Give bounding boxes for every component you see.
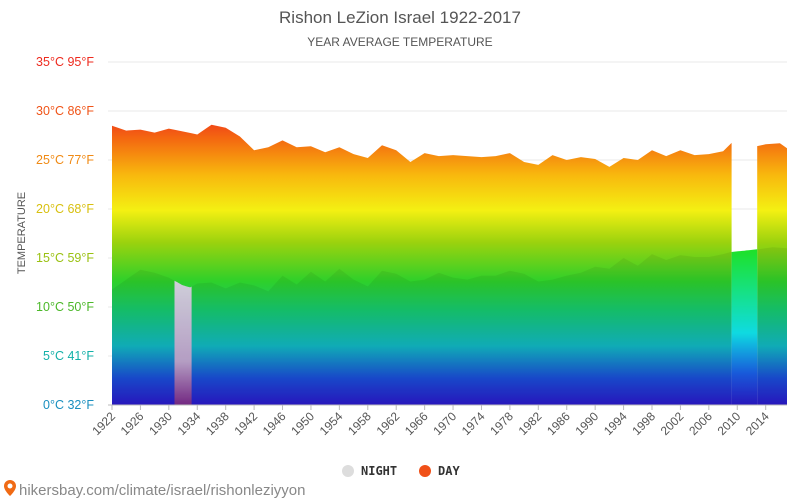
- gap-fill: [731, 249, 758, 405]
- x-tick-label: 1994: [601, 409, 630, 438]
- x-tick-label: 1926: [118, 409, 147, 438]
- legend-day-swatch: [419, 465, 431, 477]
- x-tick-label: 1938: [203, 409, 232, 438]
- y-tick-label: 15°C 59°F: [36, 251, 94, 265]
- y-tick-label: 5°C 41°F: [43, 349, 94, 363]
- y-tick-label: 30°C 86°F: [36, 104, 94, 118]
- legend-item-day[interactable]: DAY: [419, 464, 460, 478]
- x-tick-label: 1962: [374, 409, 403, 438]
- location-pin-icon: [4, 480, 16, 496]
- x-tick-label: 2002: [658, 409, 687, 438]
- y-tick-label: 10°C 50°F: [36, 300, 94, 314]
- x-tick-label: 1974: [459, 409, 488, 438]
- x-tick-label: 1982: [516, 409, 545, 438]
- x-tick-label: 2014: [743, 409, 772, 438]
- chart-subtitle: YEAR AVERAGE TEMPERATURE: [307, 35, 492, 49]
- x-tick-label: 1950: [288, 409, 317, 438]
- x-tick-label: 1942: [231, 409, 260, 438]
- x-tick-label: 1998: [629, 409, 658, 438]
- x-tick-label: 1930: [146, 409, 175, 438]
- x-tick-label: 1954: [317, 409, 346, 438]
- y-tick-label: 20°C 68°F: [36, 202, 94, 216]
- x-tick-label: 1922: [89, 409, 118, 438]
- chart-title: Rishon LeZion Israel 1922-2017: [279, 8, 521, 27]
- x-tick-label: 1986: [544, 409, 573, 438]
- x-tick-label: 1934: [175, 409, 204, 438]
- legend-night-swatch: [342, 465, 354, 477]
- y-tick-label: 35°C 95°F: [36, 55, 94, 69]
- y-axis-ticks: 0°C 32°F 5°C 41°F 10°C 50°F 15°C 59°F 20°C 6…: [36, 55, 94, 412]
- legend-day-label: DAY: [438, 464, 460, 478]
- x-tick-label: 1946: [260, 409, 289, 438]
- legend: NIGHT DAY: [342, 464, 460, 478]
- x-tick-label: 2010: [715, 409, 744, 438]
- y-axis-title: TEMPERATURE: [16, 192, 28, 274]
- x-tick-label: 1990: [572, 409, 601, 438]
- legend-night-label: NIGHT: [361, 464, 397, 478]
- x-tick-label: 1978: [487, 409, 516, 438]
- x-tick-label: 1966: [402, 409, 431, 438]
- y-tick-label: 0°C 32°F: [43, 398, 94, 412]
- x-tick-label: 1970: [430, 409, 459, 438]
- y-tick-label: 25°C 77°F: [36, 153, 94, 167]
- x-tick-label: 1958: [345, 409, 374, 438]
- x-tick-label: 2006: [686, 409, 715, 438]
- legend-item-night[interactable]: NIGHT: [342, 464, 397, 478]
- gap-fill: [174, 280, 192, 405]
- gap-fills: [174, 249, 758, 405]
- footer: hikersbay.com/climate/israel/rishonleziy…: [4, 480, 306, 499]
- x-axis-ticks: 1922 1926 1930 1934 1938 1942 1946 1950 1954 1958…: [89, 405, 772, 438]
- source-link[interactable]: hikersbay.com/climate/israel/rishonleziy…: [19, 482, 306, 499]
- night-area: [112, 247, 787, 405]
